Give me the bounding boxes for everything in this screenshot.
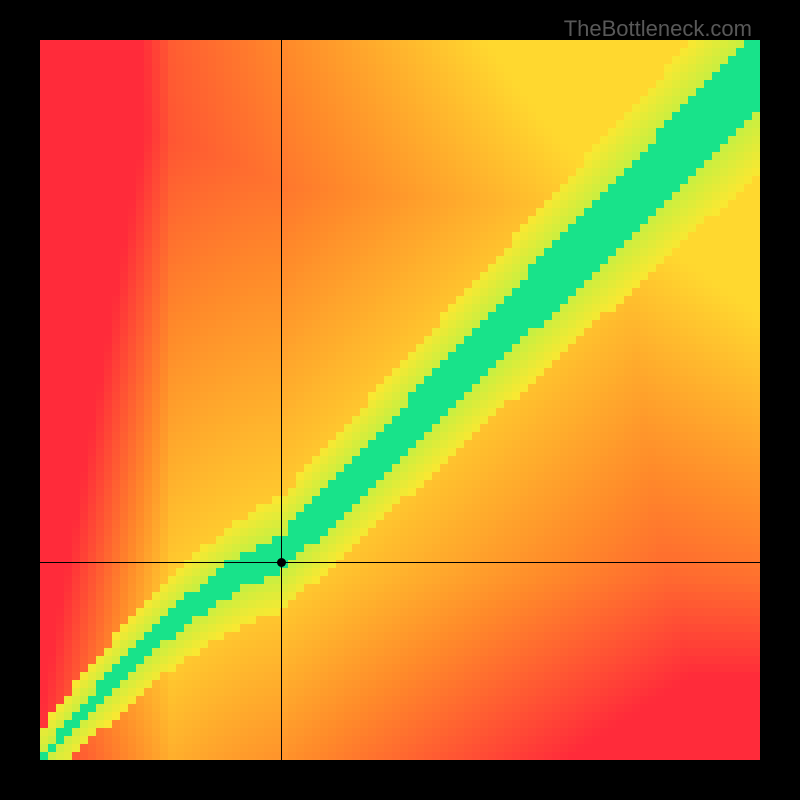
marker-dot [277,558,286,567]
chart-container: { "watermark": { "text": "TheBottleneck.… [0,0,800,800]
crosshair-vertical [281,40,282,760]
watermark-text: TheBottleneck.com [564,16,752,42]
crosshair-horizontal [40,562,760,563]
bottleneck-heatmap [40,40,760,760]
